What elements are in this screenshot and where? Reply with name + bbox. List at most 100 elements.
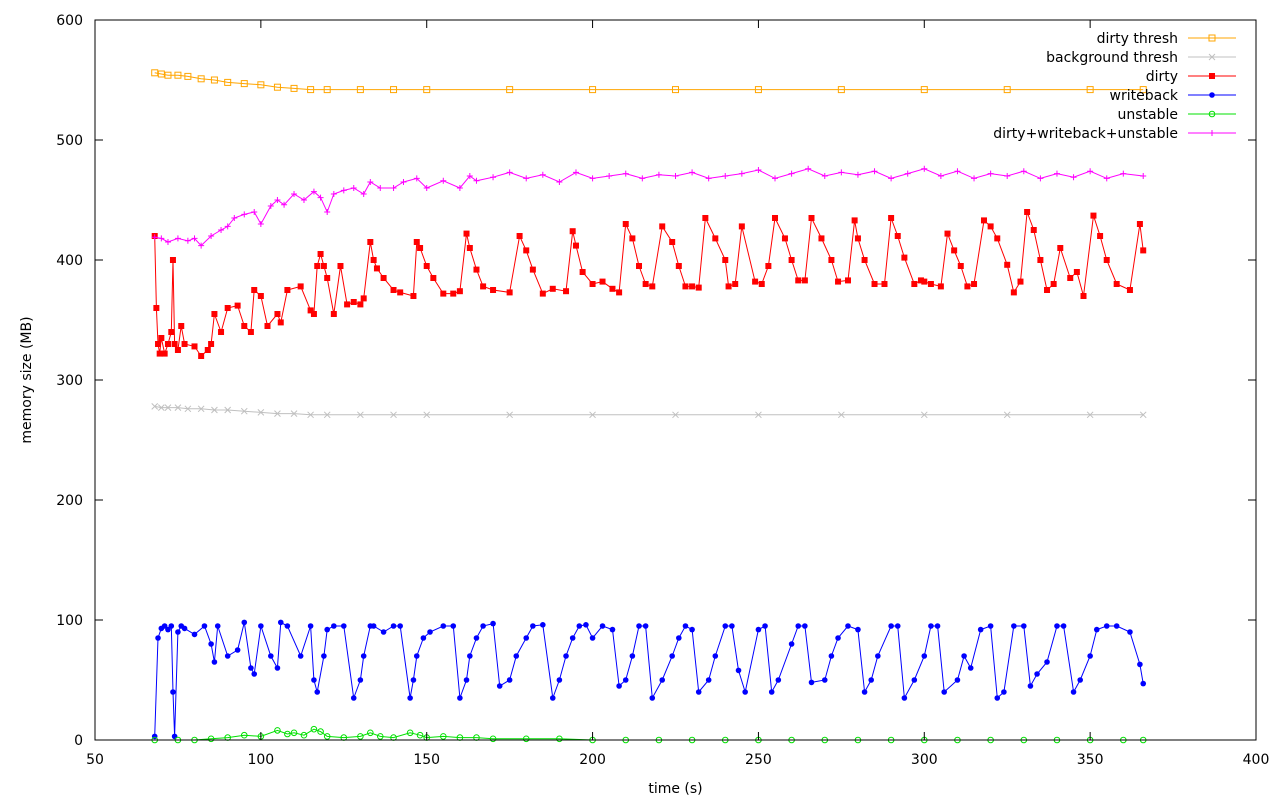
data-point-dirty: [314, 263, 321, 269]
data-point-writeback: [463, 677, 470, 683]
data-point-dirty: [861, 257, 868, 263]
data-point-dirty: [317, 251, 324, 257]
data-point-dirty-writeback-unstable: [367, 179, 374, 185]
legend-marker: [1209, 73, 1215, 79]
data-point-dirty: [1067, 275, 1074, 281]
data-point-writeback: [161, 623, 168, 629]
data-point-dirty-thresh: [1139, 86, 1147, 94]
y-tick-label: 600: [56, 13, 83, 29]
data-point-unstable: [317, 728, 324, 735]
data-point-dirty: [174, 347, 181, 353]
data-point-writeback: [410, 677, 417, 683]
data-point-dirty-thresh: [1086, 86, 1094, 94]
data-point-dirty-thresh: [672, 86, 679, 94]
data-point-dirty-writeback-unstable: [291, 191, 298, 197]
data-point-unstable: [406, 729, 414, 737]
data-point-dirty: [1103, 257, 1110, 263]
data-point-dirty: [397, 289, 404, 296]
data-point-dirty-writeback-unstable: [971, 175, 978, 182]
data-point-dirty: [828, 257, 835, 263]
data-point-writeback: [251, 671, 258, 677]
data-point-dirty: [1044, 287, 1051, 293]
data-point-dirty-writeback-unstable: [639, 175, 646, 182]
data-point-writeback: [563, 653, 569, 659]
data-point-dirty-thresh: [506, 86, 514, 94]
data-point-unstable: [416, 731, 424, 739]
data-point-writeback: [768, 689, 775, 695]
data-point-dirty: [264, 323, 271, 329]
data-point-writeback: [340, 623, 347, 629]
series-writeback: [151, 619, 1147, 740]
data-point-dirty-writeback-unstable: [224, 223, 231, 230]
data-point-unstable: [367, 729, 374, 737]
data-point-dirty-writeback-unstable: [317, 194, 324, 201]
data-point-unstable: [489, 735, 497, 743]
data-point-dirty: [622, 221, 629, 227]
data-point-writeback: [506, 677, 513, 683]
data-point-dirty-writeback-unstable: [523, 175, 530, 182]
data-point-dirty: [274, 311, 281, 317]
data-point-dirty-writeback-unstable: [490, 174, 497, 181]
legend-item-dirty-writeback-unstable: dirty+writeback+unstable: [993, 126, 1236, 142]
data-point-writeback: [1137, 661, 1143, 668]
data-point-background-thresh: [257, 409, 265, 416]
data-point-dirty: [871, 281, 878, 287]
data-point-dirty: [463, 230, 470, 237]
data-point-writeback: [473, 635, 480, 641]
data-point-writeback: [321, 653, 327, 659]
data-point-dirty-writeback-unstable: [158, 235, 165, 242]
data-point-dirty-writeback-unstable: [330, 191, 337, 197]
data-point-background-thresh: [357, 411, 364, 419]
data-point-dirty: [765, 263, 772, 269]
data-point-writeback: [802, 623, 808, 629]
data-point-writeback: [835, 635, 841, 641]
data-point-dirty-writeback-unstable: [705, 175, 712, 182]
data-point-dirty: [1017, 278, 1024, 285]
data-point-writeback: [705, 677, 712, 683]
data-point-background-thresh: [224, 406, 232, 414]
data-point-dirty-thresh: [323, 86, 331, 94]
data-point-dirty: [516, 233, 523, 239]
data-point-writeback: [324, 626, 331, 633]
data-point-writeback: [987, 623, 994, 629]
data-point-unstable: [323, 733, 331, 740]
data-point-writeback: [467, 653, 473, 659]
data-point-dirty: [1004, 261, 1011, 268]
data-point-dirty-writeback-unstable: [377, 185, 384, 191]
data-point-dirty-writeback-unstable: [241, 211, 248, 218]
data-point-dirty-writeback-unstable: [400, 179, 407, 185]
data-point-dirty: [380, 275, 387, 281]
legend-marker: [1209, 92, 1215, 98]
data-point-dirty: [1057, 245, 1064, 251]
data-point-dirty: [636, 263, 643, 269]
legend-label: dirty thresh: [1097, 31, 1178, 47]
data-point-writeback: [695, 689, 702, 695]
data-point-dirty-writeback-unstable: [473, 177, 480, 184]
data-point-dirty-writeback-unstable: [655, 171, 662, 178]
data-point-writeback: [1087, 653, 1093, 659]
data-point-writeback: [248, 665, 254, 671]
data-point-dirty: [337, 263, 344, 269]
data-point-unstable: [310, 725, 318, 733]
data-point-writeback: [397, 623, 403, 629]
data-point-dirty: [689, 283, 696, 290]
data-point-dirty-writeback-unstable: [423, 185, 430, 191]
data-point-dirty: [854, 235, 861, 242]
axis-ticks: 50 100 150 200 250 300 350 400 0 100 200 300 400 500 6…: [56, 13, 1269, 768]
data-point-dirty: [1113, 281, 1120, 287]
data-point-dirty-writeback-unstable: [456, 185, 463, 191]
data-point-dirty-writeback-unstable: [267, 203, 274, 209]
data-point-dirty: [808, 215, 815, 221]
series-line-background-thresh: [154, 405, 1144, 416]
data-point-dirty-writeback-unstable: [257, 221, 264, 227]
data-point-writeback: [994, 695, 1001, 701]
data-point-dirty-writeback-unstable: [1053, 170, 1060, 177]
data-point-dirty: [198, 353, 205, 359]
data-point-dirty-writeback-unstable: [556, 179, 563, 185]
data-point-writeback: [181, 625, 188, 632]
data-point-dirty-writeback-unstable: [198, 242, 205, 249]
data-point-background-thresh: [589, 411, 596, 419]
data-point-dirty: [204, 347, 211, 353]
data-point-dirty: [211, 311, 218, 317]
data-point-dirty-writeback-unstable: [390, 185, 397, 191]
